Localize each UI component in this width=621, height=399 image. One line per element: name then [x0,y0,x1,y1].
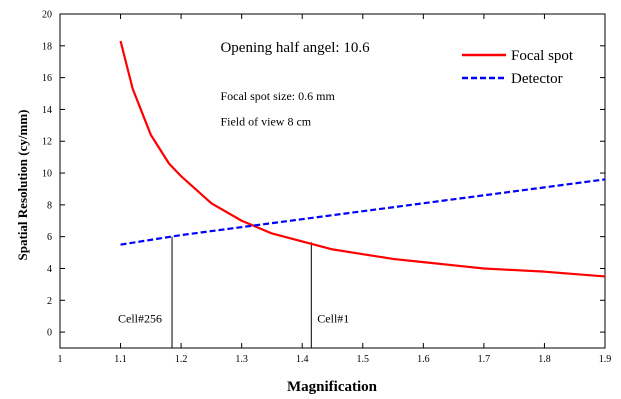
y-tick-label: 18 [42,41,52,52]
legend: Focal spot Detector [462,48,574,87]
y-tick-label: 14 [42,105,52,116]
y-tick-label: 2 [47,296,52,307]
legend-label: Detector [511,71,563,87]
y-tick-label: 6 [47,232,52,243]
y-tick-label: 8 [47,200,52,211]
x-tick-label: 1 [58,354,63,365]
legend-label: Focal spot [511,48,574,64]
y-tick-label: 10 [42,169,52,180]
series-line-detector [120,178,606,246]
markers: Cell#256 Cell#1 [118,236,349,348]
y-tick-label: 20 [42,10,52,21]
x-tick-label: 1.3 [235,354,248,365]
marker-label: Cell#1 [317,312,349,326]
annotation-text: Focal spot size: 0.6 mm [220,89,335,103]
x-tick-label: 1.2 [175,354,188,365]
x-tick-label: 1.6 [417,354,430,365]
annotations: Opening half angel: 10.6 Focal spot size:… [220,40,370,128]
series-line-focal-spot [119,40,606,278]
series-lines [119,40,606,278]
x-axis-title: Magnification [287,379,378,395]
x-tick-label: 1.1 [114,354,127,365]
annotation-text: Opening half angel: 10.6 [220,40,370,56]
ticks: 1 1.1 1.2 1.3 1.4 1.5 1.6 1.7 1.8 1.9 0 2 4 6 8 10 12 14 1… [42,10,611,366]
x-tick-label: 1.8 [538,354,551,365]
y-tick-label: 12 [42,137,52,148]
y-axis-title: Spatial Resolution (cy/mm) [15,110,30,261]
x-tick-label: 1.4 [296,354,309,365]
y-tick-label: 4 [47,264,52,275]
marker-label: Cell#256 [118,312,162,326]
x-tick-label: 1.9 [599,354,612,365]
plot-frame [59,13,606,349]
y-tick-label: 0 [47,328,52,339]
x-tick-label: 1.7 [478,354,491,365]
annotation-text: Field of view 8 cm [220,114,311,128]
x-tick-label: 1.5 [357,354,370,365]
y-tick-label: 16 [42,73,52,84]
